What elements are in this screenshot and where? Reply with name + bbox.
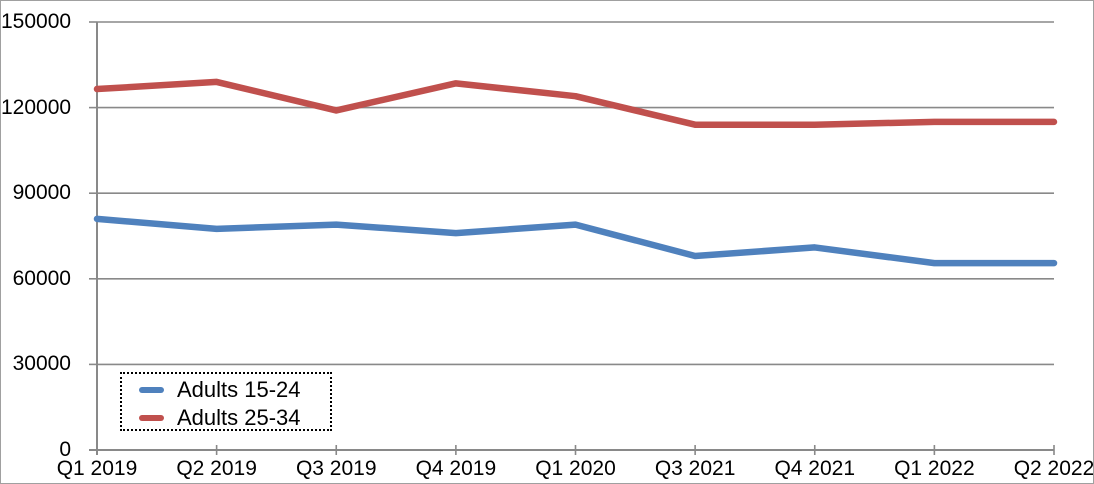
y-axis-tick-label: 0 bbox=[59, 438, 71, 461]
x-axis-tick-label: Q3 2021 bbox=[654, 457, 736, 480]
x-axis-tick-label: Q4 2019 bbox=[415, 457, 497, 480]
legend-marker-adults-25-34-icon bbox=[139, 415, 164, 421]
x-axis-tick-label: Q2 2019 bbox=[176, 457, 257, 480]
y-axis-tick-label: 120000 bbox=[1, 95, 72, 119]
legend: Adults 15-24 Adults 25-34 bbox=[120, 372, 332, 431]
x-axis-tick-label: Q1 2020 bbox=[535, 457, 616, 480]
y-axis-tick-label: 60000 bbox=[12, 266, 71, 290]
y-axis-tick-label: 30000 bbox=[12, 352, 71, 376]
x-axis-tick-label: Q4 2021 bbox=[774, 457, 856, 480]
y-axis-tick-label: 150000 bbox=[1, 10, 72, 33]
legend-item-adults-15-24: Adults 15-24 bbox=[122, 376, 330, 404]
x-axis-tick-label: Q2 2022 bbox=[1013, 457, 1094, 480]
x-axis-tick-label: Q1 2022 bbox=[894, 457, 975, 480]
y-axis-tick-label: 90000 bbox=[12, 181, 71, 205]
legend-label: Adults 25-34 bbox=[177, 405, 301, 430]
legend-label: Adults 15-24 bbox=[177, 377, 301, 402]
legend-item-adults-25-34: Adults 25-34 bbox=[122, 404, 330, 432]
x-axis-tick-label: Q3 2019 bbox=[295, 457, 377, 480]
legend-marker-adults-15-24-icon bbox=[139, 387, 164, 393]
x-axis-tick-label: Q1 2019 bbox=[56, 457, 138, 480]
